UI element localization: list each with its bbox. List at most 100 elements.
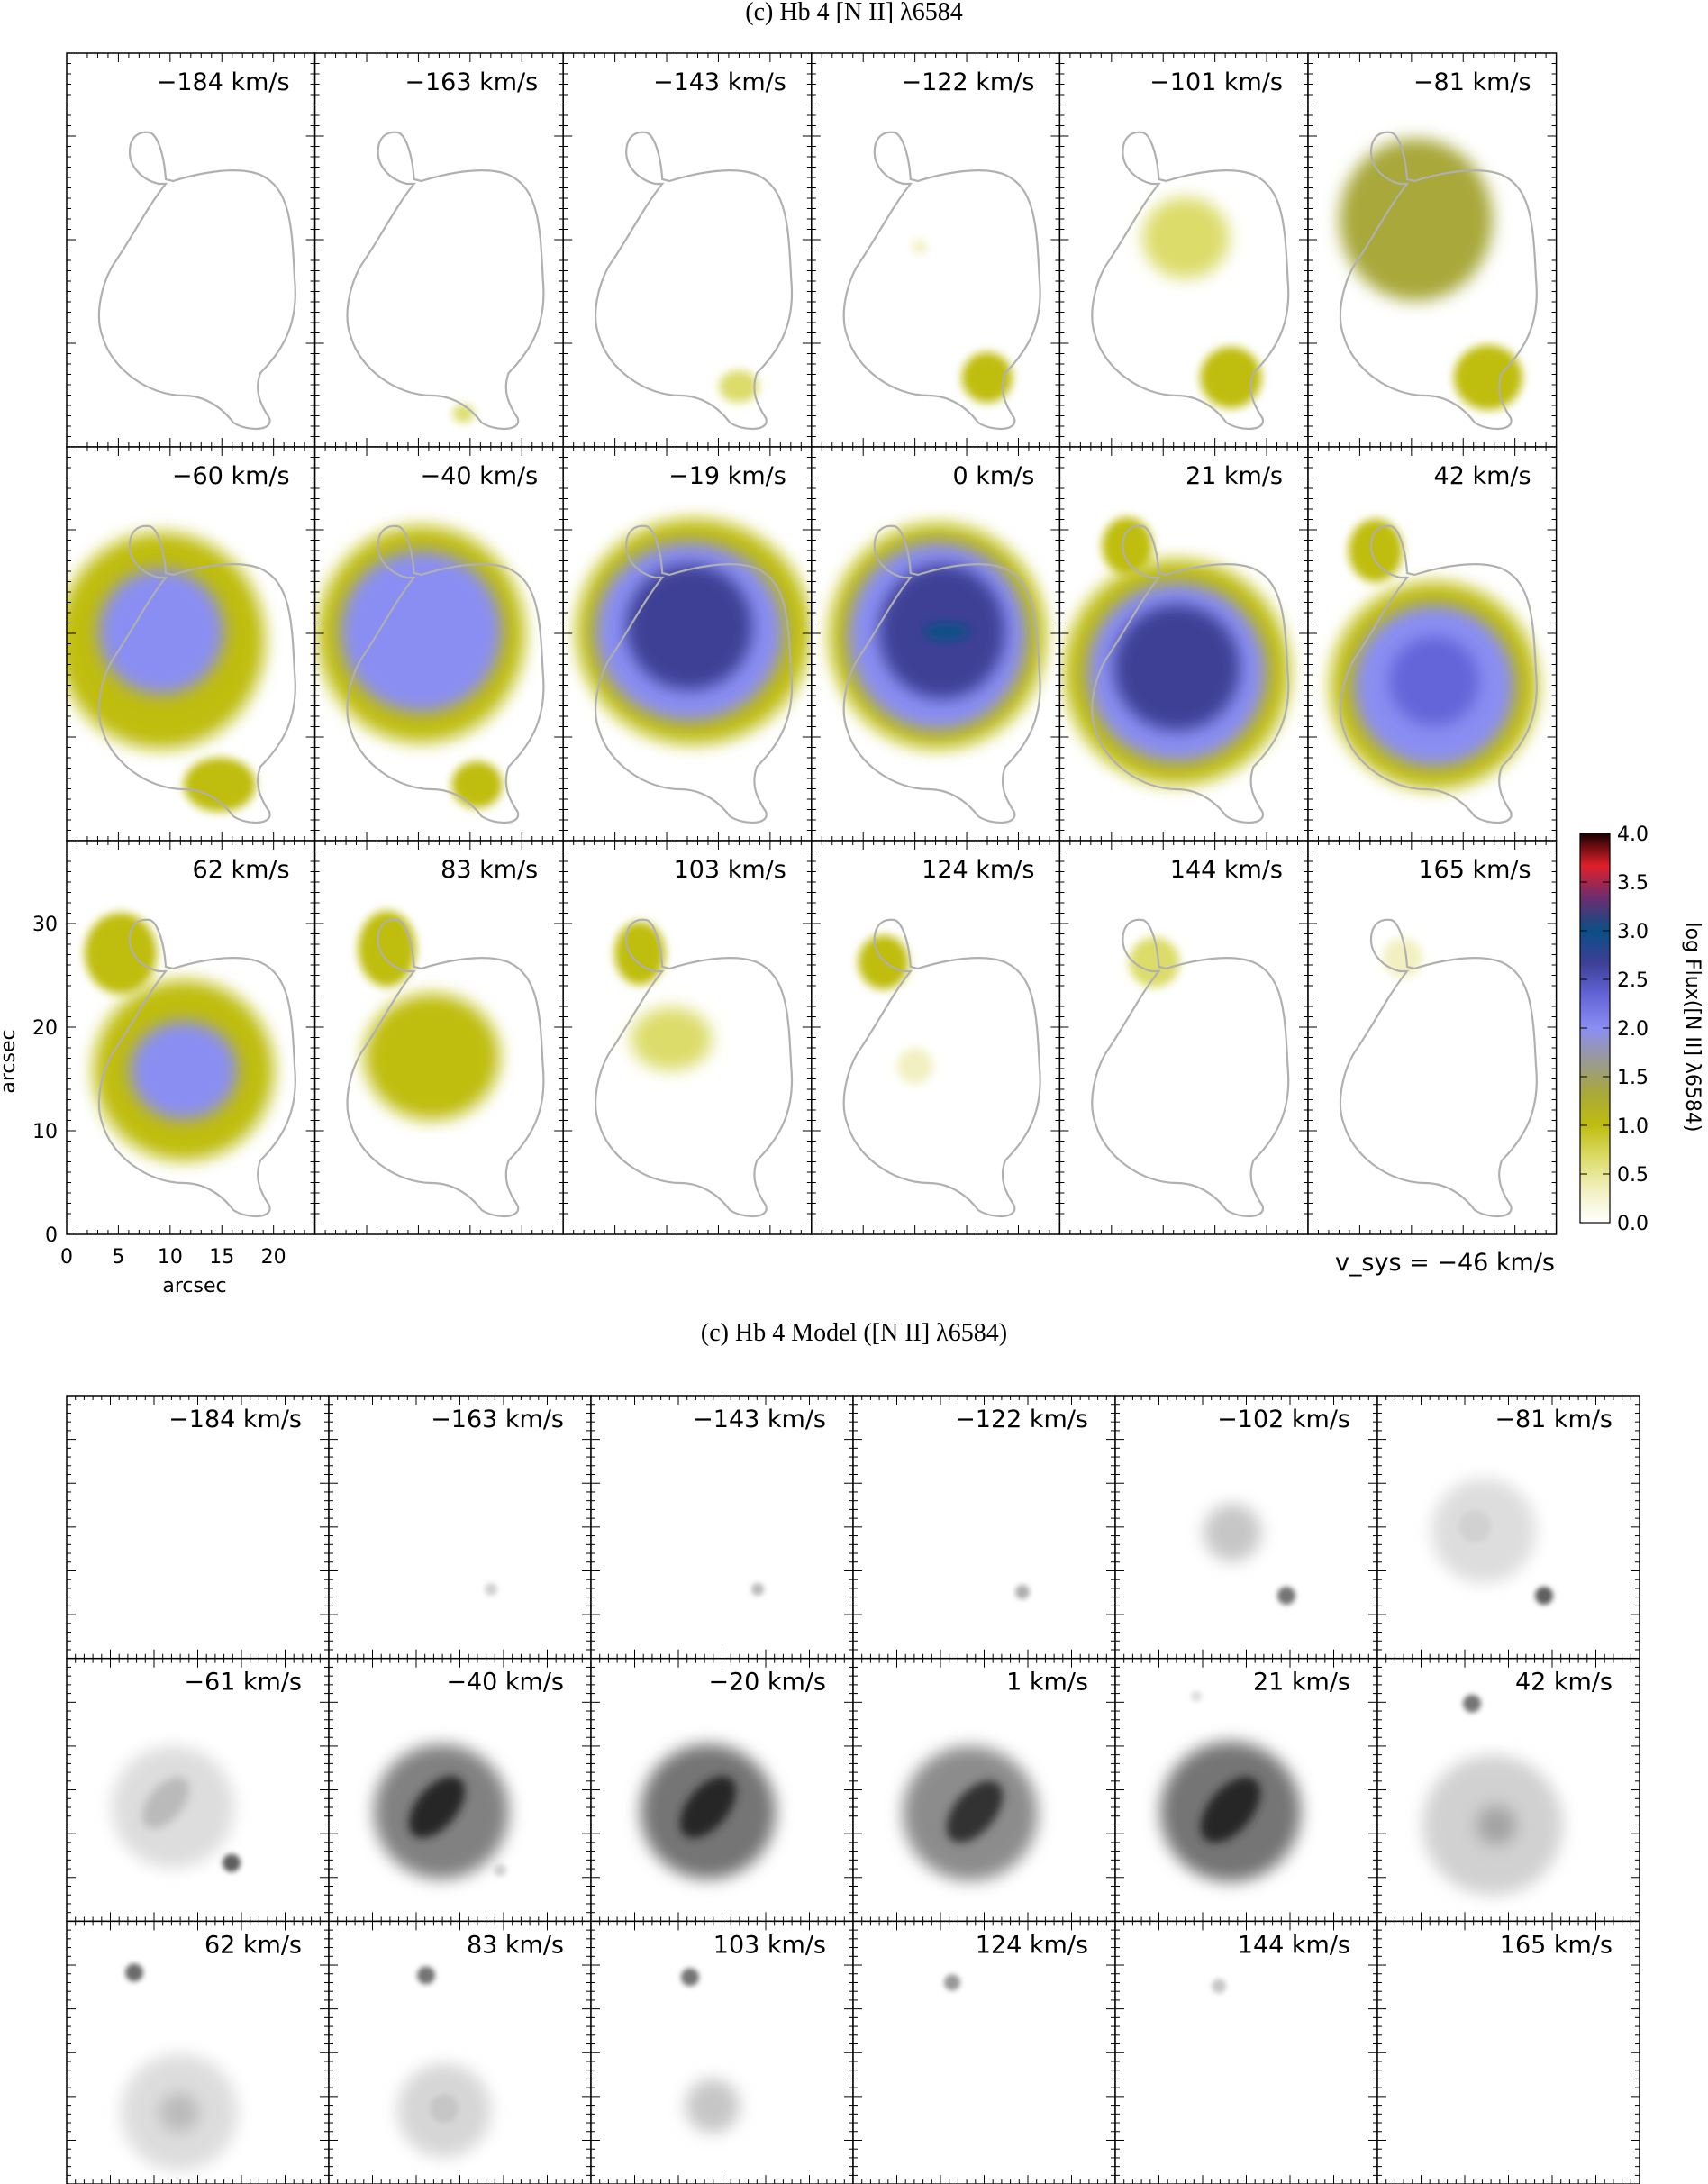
velocity-label: −122 km/s bbox=[955, 1406, 1088, 1433]
top-panel-background bbox=[1059, 841, 1308, 1234]
velocity-label: 103 km/s bbox=[674, 856, 786, 884]
velocity-label: −143 km/s bbox=[653, 68, 786, 96]
panel-ticks bbox=[314, 53, 564, 447]
velocity-label: −163 km/s bbox=[431, 1406, 564, 1433]
emission-map bbox=[829, 523, 1046, 749]
emission-map bbox=[85, 913, 274, 1160]
nebula-contour bbox=[346, 524, 545, 824]
panel-ticks bbox=[811, 841, 1060, 1234]
velocity-label: −102 km/s bbox=[1217, 1406, 1350, 1433]
top-panel: 103 km/s bbox=[562, 840, 813, 1235]
emission-map bbox=[1129, 937, 1180, 987]
nebula-contour bbox=[595, 524, 794, 824]
emission-blob bbox=[626, 564, 753, 690]
velocity-label: −40 km/s bbox=[421, 462, 539, 490]
model-panel: −20 km/s bbox=[590, 1657, 854, 1923]
model-map bbox=[751, 1583, 764, 1596]
velocity-label: −20 km/s bbox=[708, 1669, 826, 1697]
model-blob bbox=[1015, 1585, 1030, 1599]
model-blob bbox=[686, 2079, 740, 2134]
emission-map bbox=[1340, 139, 1522, 410]
emission-map bbox=[719, 370, 759, 403]
emission-map bbox=[1142, 197, 1262, 408]
model-map bbox=[1422, 1694, 1563, 1896]
panel-ticks bbox=[563, 53, 812, 447]
model-blob bbox=[430, 2094, 459, 2124]
panel-ticks bbox=[853, 1658, 1115, 1922]
panel-ticks bbox=[1308, 841, 1557, 1234]
emission-blob bbox=[451, 761, 503, 808]
emission-blob bbox=[364, 994, 500, 1120]
panel-ticks bbox=[853, 1396, 1115, 1659]
nebula-contour bbox=[1091, 524, 1290, 824]
model-blob bbox=[1277, 1587, 1295, 1605]
velocity-label: −184 km/s bbox=[168, 1406, 302, 1433]
top-panel: 165 km/s bbox=[1307, 840, 1558, 1235]
velocity-label: −184 km/s bbox=[157, 68, 290, 96]
velocity-label: 165 km/s bbox=[1418, 856, 1531, 884]
top-panel: −81 km/s bbox=[1307, 52, 1558, 448]
panel-ticks bbox=[811, 53, 1060, 447]
model-panel-grid: −184 km/s −163 km/s −143 km/s −122 km/s −102… bbox=[66, 1395, 1640, 2184]
emission-blob bbox=[98, 569, 224, 695]
model-map bbox=[1212, 1979, 1226, 1994]
x-tick-label: 15 bbox=[209, 1246, 234, 1269]
model-blob bbox=[125, 1963, 143, 1982]
velocity-label: −101 km/s bbox=[1149, 68, 1283, 96]
velocity-label: 62 km/s bbox=[193, 856, 290, 884]
top-panel: −40 km/s bbox=[313, 446, 564, 842]
model-map bbox=[903, 1745, 1038, 1881]
emission-blob bbox=[1113, 605, 1240, 731]
velocity-label: 21 km/s bbox=[1253, 1669, 1350, 1697]
panel-ticks bbox=[1377, 1396, 1640, 1659]
model-map bbox=[944, 1974, 960, 1991]
vsys-label: v_sys = −46 km/s bbox=[1335, 1249, 1555, 1277]
model-blob bbox=[417, 1966, 435, 1985]
velocity-label: −19 km/s bbox=[668, 462, 786, 490]
model-panel: −61 km/s bbox=[66, 1657, 330, 1923]
nebula-contour bbox=[97, 524, 296, 824]
model-panel-background bbox=[329, 1396, 591, 1659]
emission-map bbox=[858, 935, 933, 1084]
model-map bbox=[1204, 1504, 1295, 1605]
panel-ticks bbox=[1115, 1396, 1377, 1659]
nebula-contour bbox=[842, 131, 1041, 430]
model-map bbox=[397, 1966, 491, 2158]
emission-blob bbox=[923, 623, 969, 641]
emission-blob bbox=[85, 913, 157, 994]
colorbar-tick-label: 3.5 bbox=[1617, 872, 1649, 895]
model-panel-background bbox=[853, 1921, 1115, 2184]
colorbar-tick-label: 4.0 bbox=[1617, 824, 1649, 846]
model-panel-background bbox=[591, 1921, 853, 2184]
model-map bbox=[1431, 1479, 1553, 1605]
velocity-label: 62 km/s bbox=[204, 1931, 302, 1959]
panel-ticks bbox=[314, 841, 564, 1234]
model-map bbox=[112, 1745, 241, 1872]
y-tick-label: 20 bbox=[32, 1017, 58, 1040]
emission-blob bbox=[896, 1048, 933, 1084]
model-blob bbox=[1191, 1690, 1202, 1702]
panel-ticks bbox=[591, 1396, 853, 1659]
model-blob bbox=[751, 1583, 764, 1596]
velocity-label: 21 km/s bbox=[1186, 462, 1283, 490]
emission-blob bbox=[719, 370, 759, 403]
emission-blob bbox=[1349, 519, 1403, 582]
nebula-contour bbox=[1091, 131, 1290, 430]
emission-blob bbox=[1454, 345, 1522, 410]
model-blob bbox=[1476, 1805, 1516, 1845]
colorbar-tick-label: 1.0 bbox=[1617, 1115, 1649, 1138]
x-tick-label: 0 bbox=[60, 1246, 73, 1269]
velocity-label: 144 km/s bbox=[1170, 856, 1283, 884]
model-blob bbox=[1212, 1979, 1226, 1994]
panel-ticks bbox=[67, 841, 315, 1234]
panel-ticks bbox=[67, 53, 315, 447]
emission-map bbox=[577, 519, 812, 744]
model-panel-background bbox=[67, 1396, 329, 1659]
y-axis-label: arcsec bbox=[0, 1029, 20, 1093]
emission-blob bbox=[452, 405, 475, 423]
model-panel: −122 km/s bbox=[852, 1395, 1116, 1660]
y-tick-label: 10 bbox=[32, 1121, 58, 1143]
top-panel-background bbox=[67, 53, 315, 447]
model-chart-title: (c) Hb 4 Model ([N II] λ6584) bbox=[701, 1319, 1007, 1347]
model-panel-background bbox=[1377, 1921, 1640, 2184]
